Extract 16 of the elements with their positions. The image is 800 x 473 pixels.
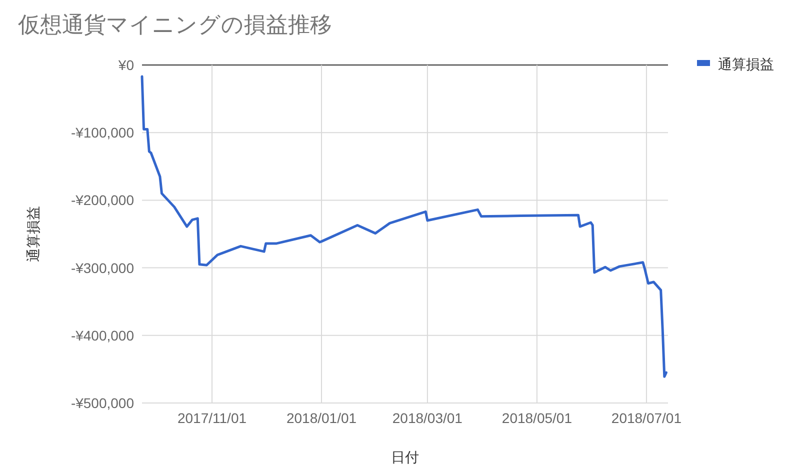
y-tick-label: -¥300,000 — [70, 260, 134, 276]
y-tick-label: -¥200,000 — [70, 192, 134, 208]
x-axis-title: 日付 — [391, 449, 419, 465]
x-tick-label: 2018/05/01 — [502, 410, 572, 426]
y-tick-label: -¥400,000 — [70, 327, 134, 344]
y-axis-title: 通算損益 — [25, 206, 41, 262]
x-tick-label: 2018/03/01 — [392, 410, 463, 426]
y-tick-label: -¥500,000 — [70, 395, 134, 411]
y-tick-label: -¥100,000 — [70, 124, 134, 141]
x-tick-label: 2018/07/01 — [611, 410, 682, 426]
chart-title: 仮想通貨マイニングの損益推移 — [17, 12, 332, 37]
x-tick-label: 2018/01/01 — [286, 410, 357, 426]
y-tick-label: ¥0 — [117, 57, 134, 73]
legend-label: 通算損益 — [718, 56, 774, 72]
line-series — [140, 75, 668, 378]
x-tick-label: 2017/11/01 — [178, 410, 247, 426]
